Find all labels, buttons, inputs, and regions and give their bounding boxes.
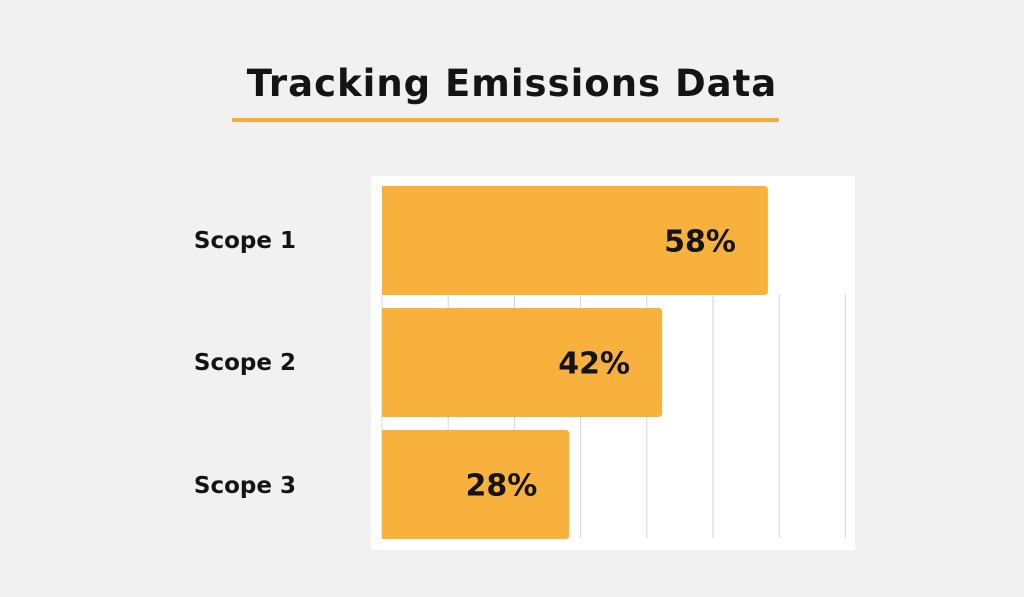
bar-chart: 58% 42% 28% (381, 186, 846, 539)
bar-scope-3 (382, 430, 570, 539)
title-underline (232, 118, 779, 122)
title-container: Tracking Emissions Data (0, 62, 1024, 115)
data-label-scope-3: 28% (466, 469, 538, 504)
bar-scope-1 (382, 186, 768, 295)
chart-title: Tracking Emissions Data (246, 62, 778, 105)
data-label-scope-1: 58% (664, 225, 736, 260)
category-label-scope-1: Scope 1 (193, 228, 296, 254)
category-label-scope-3: Scope 3 (193, 473, 296, 499)
data-label-scope-2: 42% (558, 347, 630, 382)
plot-area: 58% 42% 28% (371, 176, 855, 550)
bar-scope-2 (382, 308, 663, 417)
category-label-scope-2: Scope 2 (193, 350, 296, 376)
